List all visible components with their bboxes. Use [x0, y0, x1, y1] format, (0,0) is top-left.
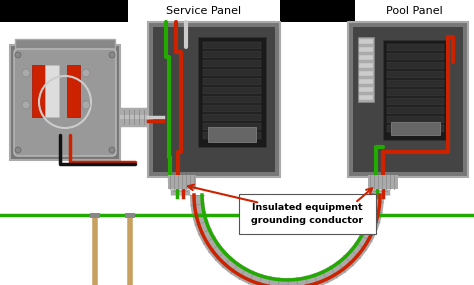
Bar: [0, 0, 128, 22]
Circle shape: [15, 147, 21, 153]
Bar: [203, 78, 261, 85]
FancyBboxPatch shape: [14, 49, 116, 156]
Circle shape: [22, 69, 30, 77]
Bar: [359, 47, 373, 52]
Bar: [359, 95, 373, 100]
Bar: [359, 63, 373, 68]
Bar: [387, 71, 444, 78]
Bar: [387, 98, 444, 105]
Bar: [90, 213, 100, 218]
Bar: [383, 40, 448, 140]
Bar: [387, 116, 444, 123]
FancyBboxPatch shape: [10, 45, 120, 160]
Circle shape: [22, 101, 30, 109]
Bar: [358, 37, 374, 102]
Bar: [387, 107, 444, 114]
Bar: [387, 89, 444, 96]
Bar: [387, 44, 444, 51]
Text: Service Panel: Service Panel: [166, 6, 242, 16]
Bar: [359, 55, 373, 60]
Circle shape: [109, 147, 115, 153]
Circle shape: [82, 101, 90, 109]
Bar: [67, 65, 80, 117]
Bar: [208, 127, 256, 142]
Circle shape: [109, 52, 115, 58]
Bar: [353, 27, 463, 172]
Bar: [128, 0, 280, 22]
Bar: [168, 175, 196, 189]
Bar: [203, 123, 261, 130]
Bar: [15, 39, 115, 49]
Circle shape: [82, 69, 90, 77]
Bar: [203, 96, 261, 103]
Bar: [45, 65, 59, 117]
Bar: [359, 87, 373, 92]
Bar: [387, 62, 444, 69]
FancyBboxPatch shape: [239, 194, 376, 234]
Bar: [391, 122, 440, 135]
Bar: [153, 27, 275, 172]
Bar: [148, 22, 280, 177]
Bar: [198, 37, 266, 147]
Bar: [203, 105, 261, 112]
Bar: [348, 22, 468, 177]
Bar: [203, 114, 261, 121]
Bar: [203, 87, 261, 94]
Bar: [368, 175, 398, 189]
Polygon shape: [190, 195, 384, 285]
Bar: [203, 132, 261, 139]
Circle shape: [15, 52, 21, 58]
Bar: [359, 71, 373, 76]
Bar: [203, 42, 261, 49]
Bar: [355, 0, 474, 22]
Bar: [203, 69, 261, 76]
Bar: [387, 80, 444, 87]
Bar: [359, 39, 373, 44]
Bar: [32, 65, 45, 117]
Text: Insulated equipment
grounding conductor: Insulated equipment grounding conductor: [251, 203, 364, 225]
Bar: [359, 79, 373, 84]
Bar: [203, 51, 261, 58]
Bar: [125, 213, 135, 218]
Bar: [387, 125, 444, 132]
Bar: [280, 0, 355, 22]
Text: Pool Panel: Pool Panel: [386, 6, 442, 16]
Bar: [203, 60, 261, 67]
Bar: [387, 53, 444, 60]
